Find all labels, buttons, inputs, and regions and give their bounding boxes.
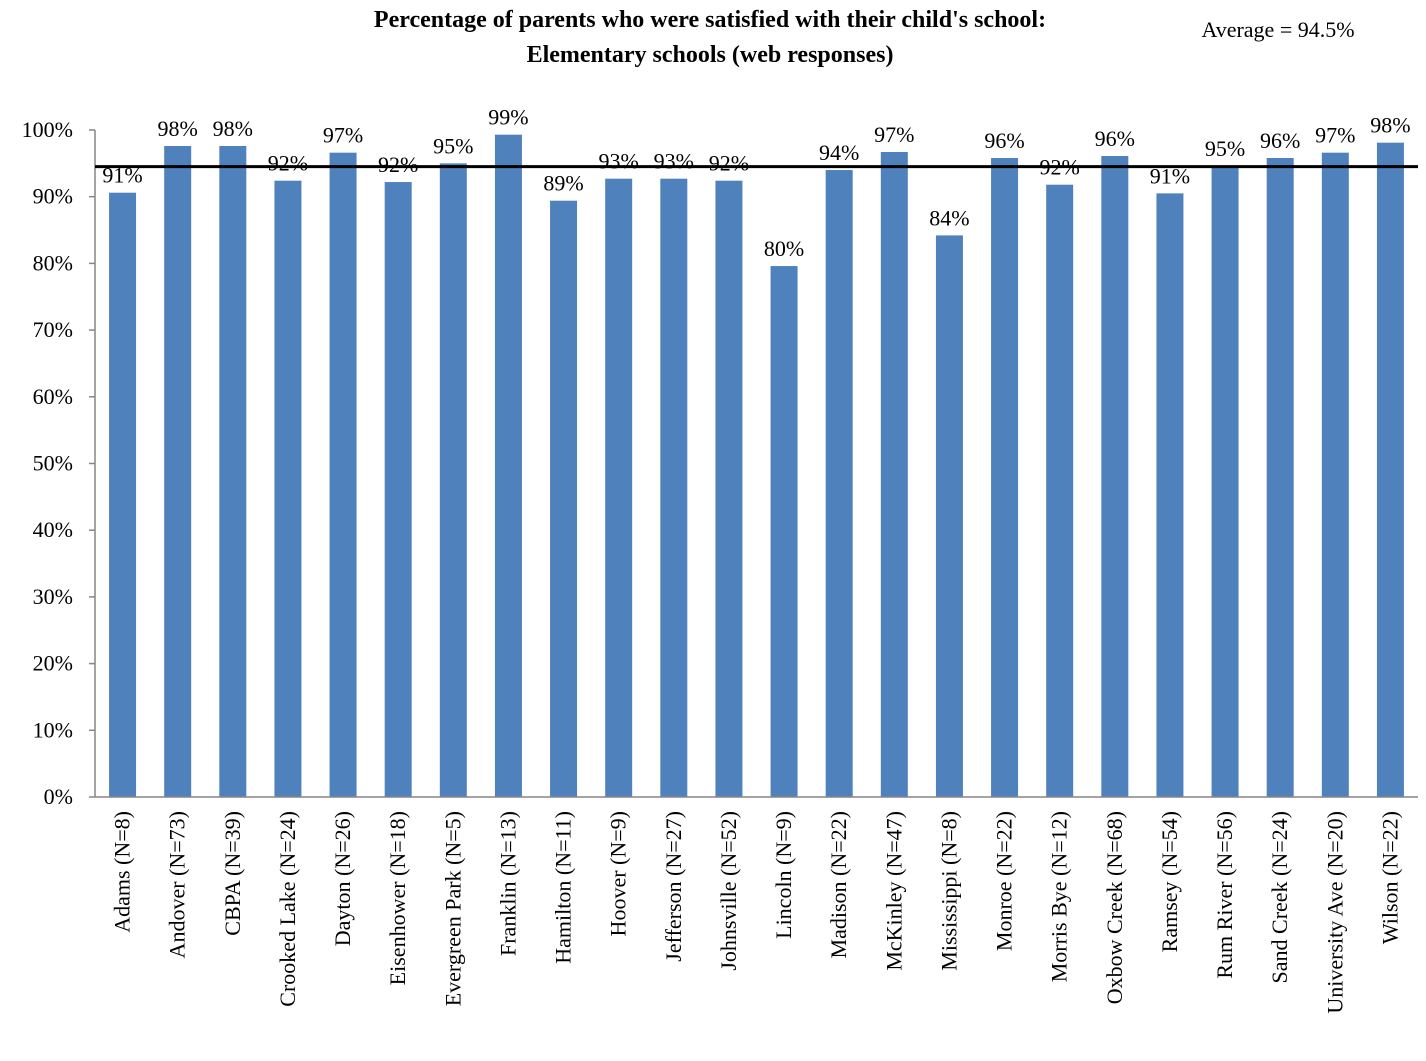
bar [935, 235, 963, 798]
x-category-label: Lincoln (N=9) [771, 811, 796, 939]
y-tick-label: 10% [33, 717, 73, 742]
x-axis: Adams (N=8) Andover (N=73) CBPA (N=39) Croo… [95, 796, 1418, 1014]
data-label: 89% [543, 171, 583, 196]
data-label: 97% [323, 123, 363, 148]
x-category-label: Morris Bye (N=12) [1047, 811, 1072, 982]
y-tick-label: 80% [33, 250, 73, 275]
bar [1266, 158, 1294, 797]
bars [109, 134, 1404, 798]
bar [660, 178, 688, 798]
bar [1211, 166, 1239, 797]
average-annotation: Average = 94.5% [1201, 17, 1354, 42]
x-category-label: Ramsey (N=54) [1157, 811, 1182, 952]
x-category-label: Madison (N=22) [826, 811, 851, 958]
x-category-label: Rum River (N=56) [1212, 811, 1237, 979]
x-category-label: Andover (N=73) [165, 811, 190, 958]
x-category-label: Monroe (N=22) [992, 811, 1017, 951]
x-category-label: Jefferson (N=27) [661, 811, 686, 962]
x-category-label: Eisenhower (N=18) [385, 811, 410, 985]
x-category-label: Franklin (N=13) [495, 811, 520, 956]
x-category-label: Sand Creek (N=24) [1267, 811, 1292, 983]
bar [1101, 156, 1129, 797]
bar [1376, 142, 1404, 798]
bar [1046, 184, 1074, 798]
data-label: 98% [213, 116, 253, 141]
data-label: 98% [1370, 113, 1410, 138]
y-tick-label: 20% [33, 651, 73, 676]
x-category-label: Hoover (N=9) [606, 811, 631, 936]
bar [605, 178, 633, 798]
bar [219, 146, 247, 797]
bar [880, 152, 908, 798]
x-category-label: Evergreen Park (N=5) [440, 811, 465, 1006]
data-label: 95% [433, 133, 473, 158]
y-tick-label: 40% [33, 517, 73, 542]
data-label: 98% [158, 116, 198, 141]
bar [164, 146, 192, 797]
data-label: 97% [1315, 123, 1355, 148]
data-labels: 91%98% 98%92%97%92%95%99%89%93% 93% 92%80%9… [102, 105, 1410, 261]
bar [715, 180, 743, 797]
data-label: 99% [488, 105, 528, 130]
data-label: 97% [874, 122, 914, 147]
data-label: 92% [709, 151, 749, 176]
data-label: 80% [764, 236, 804, 261]
data-label: 96% [1095, 126, 1135, 151]
data-label: 96% [1260, 128, 1300, 153]
x-category-label: University Ave (N=20) [1322, 811, 1347, 1014]
bar [274, 180, 302, 797]
y-tick-label: 70% [33, 317, 73, 342]
bar [550, 200, 578, 797]
data-label: 94% [819, 140, 859, 165]
x-category-label: Crooked Lake (N=24) [275, 811, 300, 1007]
bar [825, 170, 853, 797]
data-label: 93% [654, 149, 694, 174]
x-category-label: McKinley (N=47) [881, 811, 906, 971]
x-category-label: Adams (N=8) [110, 811, 135, 933]
y-axis: 0% 10% 20% 30% 40% 50% 60% 70% 80% 90% 100% [22, 117, 96, 809]
bar [1321, 152, 1349, 798]
data-label: 92% [378, 152, 418, 177]
y-tick-label: 50% [33, 451, 73, 476]
chart-title: Percentage of parents who were satisfied… [374, 7, 1046, 33]
y-tick-label: 30% [33, 584, 73, 609]
data-label: 92% [268, 151, 308, 176]
data-label: 93% [599, 149, 639, 174]
x-category-label: Wilson (N=22) [1377, 811, 1402, 944]
x-category-label: Oxbow Creek (N=68) [1102, 811, 1127, 1004]
y-tick-label: 60% [33, 384, 73, 409]
y-tick-label: 100% [22, 117, 73, 142]
x-category-label: Johnsville (N=52) [716, 811, 741, 971]
y-tick-label: 0% [44, 784, 73, 809]
bar [329, 152, 357, 798]
x-category-label: Hamilton (N=11) [551, 811, 576, 964]
bar [1156, 193, 1184, 798]
bar [991, 158, 1019, 797]
data-label: 95% [1205, 136, 1245, 161]
bar [494, 134, 522, 797]
bar [770, 266, 798, 797]
x-category-label: Dayton (N=26) [330, 811, 355, 946]
data-label: 96% [984, 128, 1024, 153]
bar [439, 163, 467, 798]
bar [109, 192, 137, 797]
y-tick-label: 90% [33, 184, 73, 209]
x-category-label: Mississippi (N=8) [936, 811, 961, 971]
bar [384, 182, 412, 797]
data-label: 84% [929, 205, 969, 230]
x-category-label: CBPA (N=39) [220, 811, 245, 936]
chart-subtitle: Elementary schools (web responses) [527, 42, 894, 68]
